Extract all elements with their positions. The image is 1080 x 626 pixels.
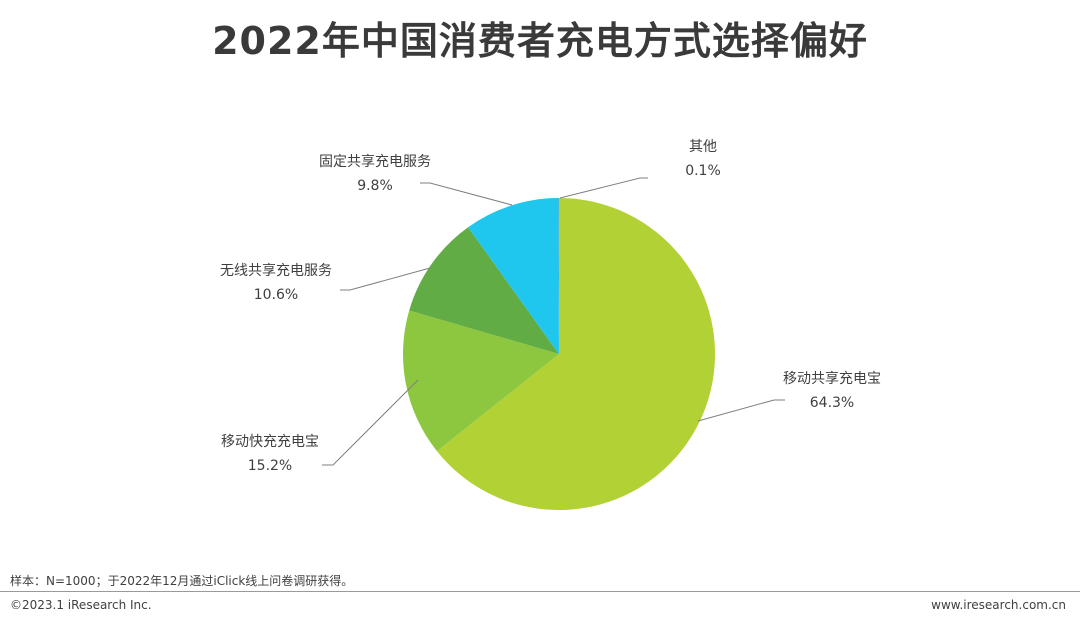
slice-label-1: 移动共享充电宝 (783, 370, 881, 387)
slice-label-3: 无线共享充电服务 (220, 262, 332, 279)
slice-value-4: 9.8% (357, 178, 393, 194)
pie-slice-1 (436, 198, 715, 510)
copyright-text: ©2023.1 iResearch Inc. (10, 598, 152, 612)
leader-line-1 (697, 399, 785, 422)
slice-value-1: 64.3% (810, 395, 854, 411)
sample-note: 样本：N=1000；于2022年12月通过iClick线上问卷调研获得。 (10, 574, 354, 588)
leader-line-5 (559, 177, 648, 199)
leader-line-2 (322, 379, 419, 466)
slice-label-4: 固定共享充电服务 (319, 153, 431, 170)
leader-line-4 (420, 182, 513, 206)
chart-title: 2022年中国消费者充电方式选择偏好 (212, 19, 868, 63)
website-link[interactable]: www.iresearch.com.cn (931, 598, 1066, 612)
pie-slice-5 (558, 198, 559, 354)
slice-label-2: 移动快充充电宝 (221, 434, 319, 450)
leader-line-3 (340, 267, 431, 291)
slice-value-3: 10.6% (254, 287, 298, 303)
pie-slice-4 (468, 198, 559, 354)
slice-value-5: 0.1% (685, 163, 721, 179)
pie-slice-2 (403, 310, 559, 452)
slice-label-5: 其他 (689, 139, 717, 155)
slice-value-2: 15.2% (248, 458, 292, 474)
footer-divider (0, 591, 1080, 592)
pie-slice-3 (409, 227, 559, 354)
